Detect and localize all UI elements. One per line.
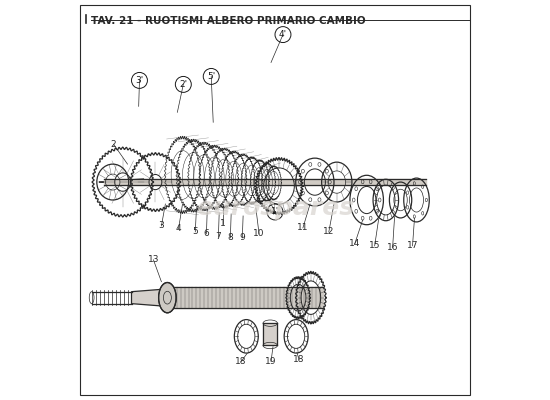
- Text: 4: 4: [175, 224, 182, 233]
- Text: 16: 16: [387, 243, 398, 252]
- Text: 1': 1': [271, 208, 279, 216]
- Ellipse shape: [158, 282, 176, 313]
- Text: 10: 10: [254, 229, 265, 238]
- Text: 18: 18: [293, 355, 305, 364]
- Text: 4': 4': [279, 30, 287, 39]
- Text: 2': 2': [179, 80, 188, 89]
- Text: 2: 2: [111, 140, 117, 149]
- Text: 13: 13: [147, 255, 159, 264]
- Text: 5': 5': [207, 72, 216, 81]
- Text: eurospares: eurospares: [196, 196, 354, 220]
- Text: 17: 17: [407, 241, 418, 250]
- Text: 15: 15: [369, 241, 381, 250]
- Text: 11: 11: [297, 224, 309, 232]
- Text: 3: 3: [158, 222, 164, 230]
- Text: 7: 7: [216, 232, 221, 241]
- Text: 1: 1: [221, 220, 226, 228]
- Text: TAV. 21 - RUOTISMI ALBERO PRIMARIO CAMBIO: TAV. 21 - RUOTISMI ALBERO PRIMARIO CAMBI…: [91, 16, 365, 26]
- Text: 9: 9: [239, 233, 245, 242]
- Text: 5: 5: [192, 227, 198, 236]
- Text: 8: 8: [228, 233, 233, 242]
- Text: 14: 14: [349, 239, 360, 248]
- Text: 3': 3': [135, 76, 144, 85]
- Text: 19: 19: [265, 357, 277, 366]
- Polygon shape: [131, 289, 167, 306]
- Text: 12: 12: [323, 227, 334, 236]
- Text: 6: 6: [204, 229, 210, 238]
- Text: 18: 18: [235, 357, 247, 366]
